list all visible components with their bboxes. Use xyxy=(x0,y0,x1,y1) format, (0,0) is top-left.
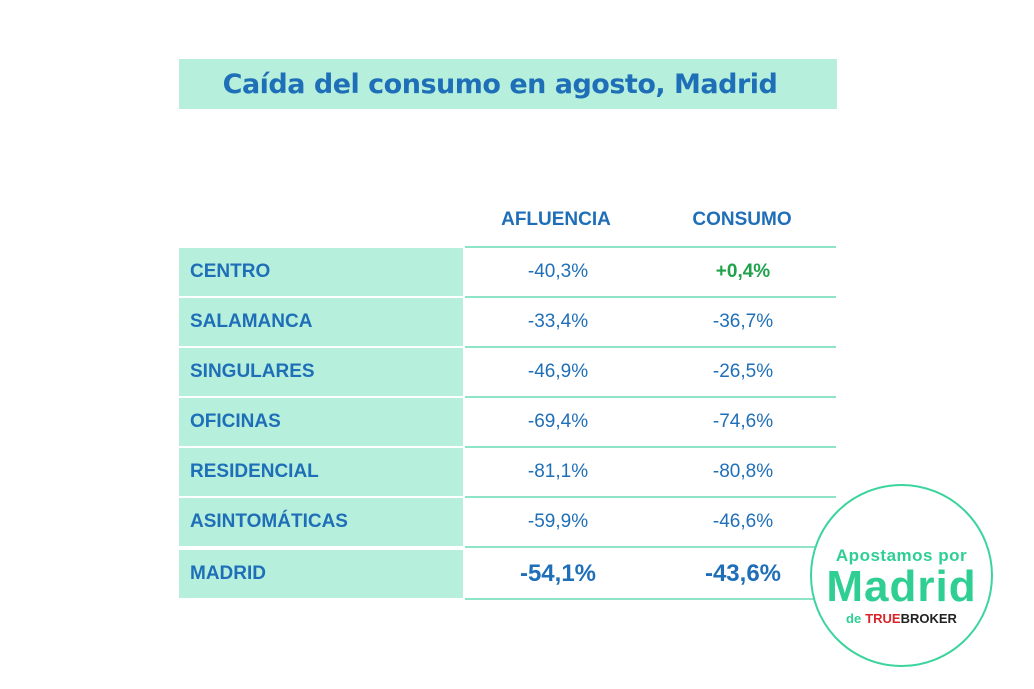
consumo-value: -74,6% xyxy=(712,411,774,432)
row-label: RESIDENCIAL xyxy=(179,448,463,496)
row-divider xyxy=(465,296,836,298)
table-row: RESIDENCIAL -81,1% -80,8% xyxy=(179,448,836,498)
table-row: SINGULARES -46,9% -26,5% xyxy=(179,348,836,398)
consumo-value: -80,8% xyxy=(712,461,774,482)
consumo-value: -36,7% xyxy=(712,311,774,332)
row-label: SINGULARES xyxy=(179,348,463,396)
afluencia-value: -59,9% xyxy=(527,511,589,532)
table-row: SALAMANCA -33,4% -36,7% xyxy=(179,298,836,348)
row-divider xyxy=(465,396,836,398)
consumo-value: +0,4% xyxy=(715,261,771,282)
table-row: ASINTOMÁTICAS -59,9% -46,6% xyxy=(179,498,836,548)
row-divider xyxy=(465,496,836,498)
consumo-value: -43,6% xyxy=(704,560,782,587)
header-divider xyxy=(465,246,836,248)
consumo-value: -26,5% xyxy=(712,361,774,382)
row-divider xyxy=(465,446,836,448)
column-header-afluencia: AFLUENCIA xyxy=(501,209,611,230)
table-row-total: MADRID -54,1% -43,6% xyxy=(179,550,836,600)
badge-de: de xyxy=(846,611,862,626)
column-header-consumo: CONSUMO xyxy=(692,209,792,230)
badge-brand: de TRUEBROKER xyxy=(812,611,991,626)
title-banner: Caída del consumo en agosto, Madrid xyxy=(179,59,837,109)
row-label: OFICINAS xyxy=(179,398,463,446)
row-divider xyxy=(465,346,836,348)
afluencia-value: -81,1% xyxy=(527,461,589,482)
afluencia-value: -46,9% xyxy=(527,361,589,382)
row-label: SALAMANCA xyxy=(179,298,463,346)
page-title: Caída del consumo en agosto, Madrid xyxy=(222,68,778,100)
row-label: MADRID xyxy=(179,550,463,598)
row-label: CENTRO xyxy=(179,248,463,296)
table-row: CENTRO -40,3% +0,4% xyxy=(179,248,836,298)
row-divider xyxy=(465,546,836,548)
row-divider xyxy=(465,598,836,600)
afluencia-value: -40,3% xyxy=(527,261,589,282)
brand-true: TRUE xyxy=(865,611,901,626)
consumo-value: -46,6% xyxy=(712,511,774,532)
apostamos-por-madrid-badge: Apostamos por Madrid de TRUEBROKER xyxy=(810,484,993,667)
afluencia-value: -69,4% xyxy=(527,411,589,432)
brand-broker: BROKER xyxy=(900,611,957,626)
badge-city: Madrid xyxy=(826,562,977,611)
afluencia-value: -54,1% xyxy=(519,560,597,587)
afluencia-value: -33,4% xyxy=(527,311,589,332)
badge-tagline: Apostamos por xyxy=(835,546,968,565)
row-label: ASINTOMÁTICAS xyxy=(179,498,463,546)
table-row: OFICINAS -69,4% -74,6% xyxy=(179,398,836,448)
